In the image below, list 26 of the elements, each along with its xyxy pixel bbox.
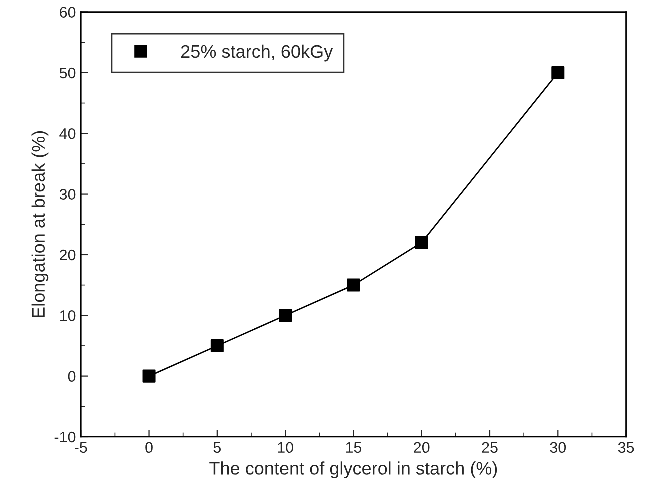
x-tick-label: -5 [75,442,88,454]
x-tick-label: 35 [618,442,634,454]
point [279,309,292,322]
x-tick-label: 30 [550,442,566,454]
legend-label: 25% starch, 60kGy [181,44,334,62]
point [347,278,360,292]
x-tick-label: 25 [482,442,498,454]
y-axis-title: Elongation at break (%) [32,131,49,318]
x-tick-label: 0 [146,442,153,454]
x-tick-label: 5 [214,442,222,454]
y-tick-label: 20 [60,250,76,261]
y-tick-label: -10 [54,432,76,443]
point [142,370,156,383]
y-tick-label: 10 [60,310,76,322]
y-tick-label: 30 [60,189,76,200]
y-tick-label: 50 [60,68,76,79]
x-tick-label: 20 [414,442,430,454]
x-axis-title: The content of glycerol in starch (%) [210,462,498,478]
y-tick-label: 60 [60,7,76,18]
y-tick-label: 40 [60,128,76,140]
x-tick-label: 10 [278,442,294,454]
x-tick-label: 15 [346,442,362,454]
y-tick-label: 0 [68,371,76,382]
point [210,339,224,352]
point [415,236,428,250]
point [552,66,565,80]
